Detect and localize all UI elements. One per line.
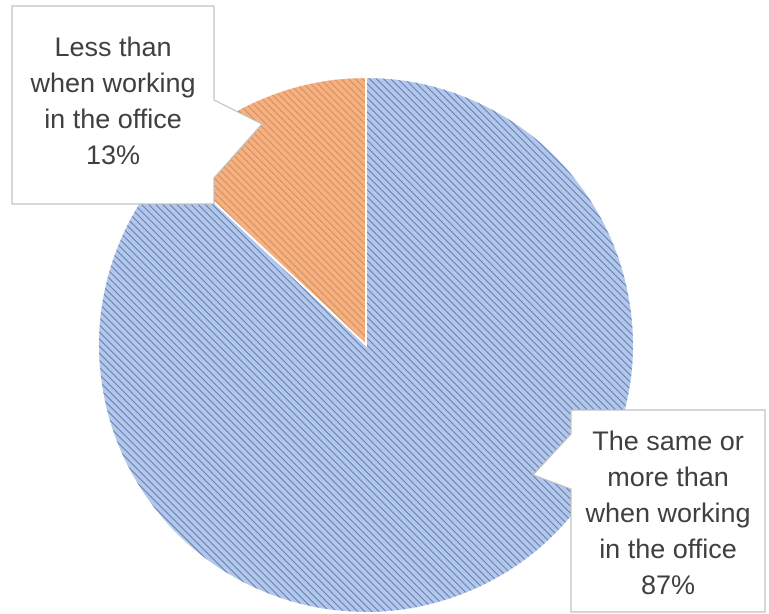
slice-label-line-1-1: more than — [607, 462, 729, 492]
slice-label-line-0-0: Less than — [54, 32, 171, 62]
pie-callouts: Less than when working in the office 13% The… — [11, 5, 766, 613]
slice-callout-box-0 — [11, 5, 263, 205]
slice-percent-label-0: 13% — [86, 140, 140, 170]
slice-label-line-0-2: in the office — [44, 104, 182, 134]
slice-percent-label-1: 87% — [641, 570, 695, 600]
slice-callout-box-1 — [531, 409, 766, 613]
slice-label-line-1-3: in the office — [599, 534, 737, 564]
pie-slice-1 — [97, 75, 636, 614]
slice-label-line-0-1: when working — [29, 68, 195, 98]
slice-label-line-1-2: when working — [584, 498, 750, 528]
slice-label-line-1-0: The same or — [592, 426, 744, 456]
